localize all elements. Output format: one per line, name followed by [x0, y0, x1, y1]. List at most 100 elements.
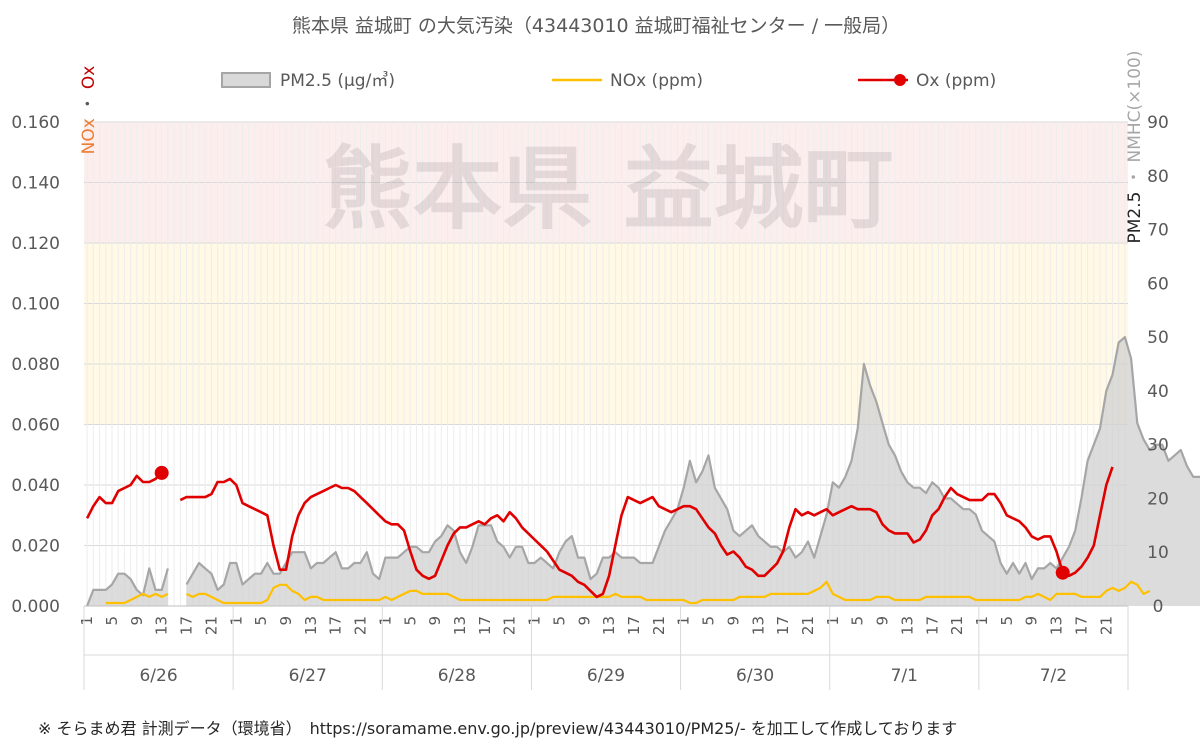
footer-note: ※ そらまめ君 計測データ（環境省） https://soramame.env.… — [38, 719, 957, 738]
x-hour-tick: 1 — [78, 616, 96, 626]
x-hour-tick: 13 — [898, 616, 916, 635]
x-hour-tick: 13 — [749, 616, 767, 635]
x-hour-tick: 13 — [451, 616, 469, 635]
x-hour-tick: 21 — [501, 616, 519, 635]
x-hour-tick: 21 — [948, 616, 966, 635]
y-right-label-sep: ・ — [1125, 169, 1145, 186]
x-hour-tick: 9 — [575, 616, 593, 626]
x-hour-tick: 13 — [1048, 616, 1066, 635]
y-left-tick: 0.080 — [11, 355, 60, 375]
x-hour-tick: 5 — [401, 616, 419, 626]
x-hour-tick: 21 — [799, 616, 817, 635]
y-left-tick: 0.060 — [11, 416, 60, 436]
x-axis: 1 5 9 13 17 216/261 5 9 13 17 216/271 5 9 13 17 216/281… — [78, 605, 1129, 690]
y-left-label-sep: ・ — [79, 95, 99, 112]
x-day-label: 6/29 — [587, 666, 625, 686]
legend-swatch-pm25 — [221, 72, 271, 88]
legend-label: NOx (ppm) — [610, 71, 703, 91]
y-right-tick: 10 — [1147, 543, 1169, 563]
legend-label: PM2.5 (μg/㎥) — [280, 71, 395, 91]
pm25-line — [86, 567, 169, 607]
x-hour-tick: 9 — [874, 616, 892, 626]
x-hour-tick: 1 — [227, 616, 245, 626]
y-right-tick: 40 — [1147, 382, 1169, 402]
y-left-label-nox: NOx — [79, 118, 99, 154]
x-hour-tick: 13 — [153, 616, 171, 635]
x-hour-tick: 13 — [600, 616, 618, 635]
y-left-label: NOx ・ Ox — [79, 66, 99, 155]
x-day-label: 6/26 — [139, 666, 177, 686]
legend-label: Ox (ppm) — [916, 71, 996, 91]
x-day-label: 6/27 — [289, 666, 327, 686]
series-ox — [85, 465, 1114, 599]
x-hour-tick: 9 — [1023, 616, 1041, 626]
y-left-tick: 0.000 — [11, 597, 60, 617]
x-hour-tick: 21 — [1097, 616, 1115, 635]
y-left-tick: 0.120 — [11, 234, 60, 254]
x-hour-tick: 5 — [550, 616, 568, 626]
x-hour-tick: 21 — [352, 616, 370, 635]
x-hour-tick: 9 — [128, 616, 146, 626]
y-left-tick: 0.020 — [11, 537, 60, 557]
x-hour-tick: 5 — [998, 616, 1016, 626]
series-nox — [105, 580, 1151, 605]
x-day-label: 7/1 — [891, 666, 918, 686]
x-hour-tick: 1 — [376, 616, 394, 626]
x-hour-tick: 1 — [824, 616, 842, 626]
x-hour-tick: 13 — [302, 616, 320, 635]
y-right-tick: 0 — [1153, 597, 1164, 617]
ox-marker — [154, 465, 169, 480]
x-hour-tick: 17 — [923, 616, 941, 635]
x-hour-tick: 9 — [724, 616, 742, 626]
x-day-label: 6/28 — [438, 666, 476, 686]
x-hour-tick: 1 — [675, 616, 693, 626]
y-right-tick: 70 — [1147, 221, 1169, 241]
x-hour-tick: 17 — [625, 616, 643, 635]
y-left-tick: 0.100 — [11, 295, 60, 315]
pm25-line — [185, 336, 1200, 591]
x-hour-tick: 5 — [103, 616, 121, 626]
x-hour-tick: 17 — [178, 616, 196, 635]
x-hour-tick: 21 — [650, 616, 668, 635]
band-0 — [84, 243, 1128, 425]
x-hour-tick: 5 — [252, 616, 270, 626]
y-right-tick: 20 — [1147, 489, 1169, 509]
y-right-tick: 60 — [1147, 274, 1169, 294]
x-hour-tick: 1 — [973, 616, 991, 626]
y-right-ticks: 0 10 20 30 40 50 60 70 80 90 — [1147, 113, 1169, 617]
y-right-tick: 50 — [1147, 328, 1169, 348]
watermark: 熊本県 益城町 — [322, 137, 893, 242]
legend-swatch-marker — [894, 74, 906, 86]
y-right-tick: 80 — [1147, 167, 1169, 187]
legend: PM2.5 (μg/㎥) NOx (ppm) Ox (ppm) — [221, 71, 996, 91]
x-hour-tick: 17 — [1072, 616, 1090, 635]
ox-marker — [1055, 565, 1070, 580]
x-hour-tick: 1 — [526, 616, 544, 626]
y-left-tick: 0.160 — [11, 113, 60, 133]
y-right-tick: 30 — [1147, 436, 1169, 456]
y-right-label-pm: PM2.5 — [1125, 192, 1145, 244]
chart-title: 熊本県 益城町 の大気汚染（43443010 益城町福祉センター / 一般局） — [292, 15, 900, 37]
x-day-label: 6/30 — [736, 666, 774, 686]
ox-line — [85, 471, 163, 519]
nox-line — [186, 580, 1151, 605]
y-right-tick: 90 — [1147, 113, 1169, 133]
y-left-tick: 0.140 — [11, 174, 60, 194]
x-day-label: 7/2 — [1040, 666, 1067, 686]
x-hour-tick: 17 — [774, 616, 792, 635]
y-right-label-nmhc: NMHC(×100) — [1125, 51, 1145, 163]
x-hour-tick: 17 — [327, 616, 345, 635]
nox-line — [105, 592, 169, 605]
x-hour-tick: 9 — [277, 616, 295, 626]
x-hour-tick: 5 — [849, 616, 867, 626]
x-hour-tick: 5 — [700, 616, 718, 626]
y-right-label: PM2.5 ・ NMHC(×100) — [1125, 51, 1145, 244]
y-left-ticks: 0.000 0.020 0.040 0.060 0.080 0.100 0.120 0.140… — [11, 113, 60, 617]
horizontal-gridlines — [84, 121, 1128, 607]
y-left-label-ox: Ox — [79, 66, 99, 89]
x-hour-tick: 9 — [426, 616, 444, 626]
x-hour-tick: 21 — [202, 616, 220, 635]
ox-line — [179, 466, 1114, 599]
y-left-tick: 0.040 — [11, 476, 60, 496]
